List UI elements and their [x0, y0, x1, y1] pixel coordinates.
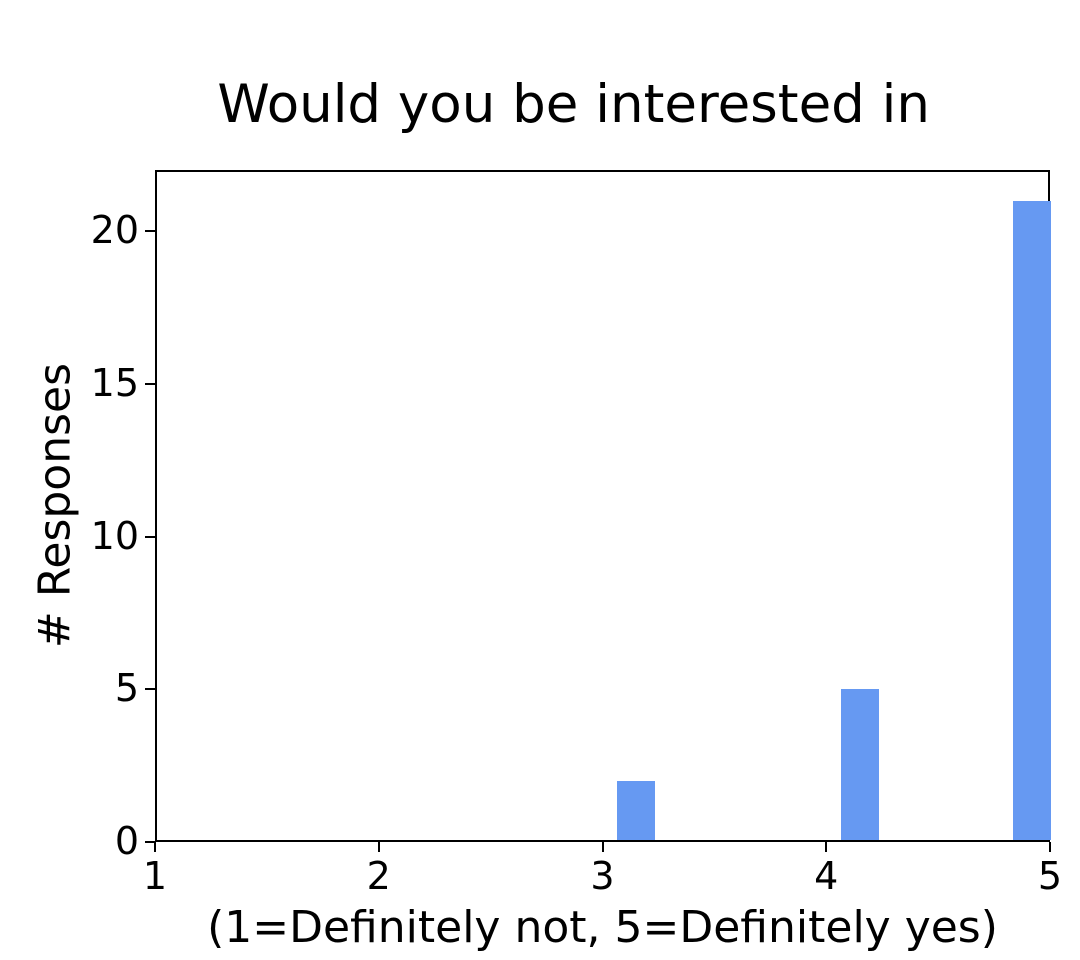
bar-5 [1013, 201, 1051, 840]
chart-container: Would you be interested in playing with … [0, 0, 1080, 960]
xtick-label: 1 [125, 854, 185, 898]
xtick-label: 5 [1020, 854, 1080, 898]
xtick-mark [602, 842, 604, 852]
plot-area [155, 170, 1050, 842]
ytick-label: 15 [91, 361, 139, 405]
xtick-label: 3 [573, 854, 633, 898]
ytick-label: 5 [115, 666, 139, 710]
ytick-mark [145, 536, 155, 538]
ytick-mark [145, 230, 155, 232]
ytick-label: 10 [91, 514, 139, 558]
bar-4 [841, 689, 879, 840]
ytick-mark [145, 688, 155, 690]
xtick-mark [1049, 842, 1051, 852]
chart-title-line1: Would you be interested in [217, 74, 930, 135]
xtick-label: 4 [796, 854, 856, 898]
ytick-label: 20 [91, 208, 139, 252]
xtick-mark [825, 842, 827, 852]
xtick-label: 2 [349, 854, 409, 898]
y-axis-label: # Responses [30, 305, 81, 705]
xtick-mark [378, 842, 380, 852]
bar-3 [617, 781, 655, 840]
xtick-mark [154, 842, 156, 852]
ytick-mark [145, 383, 155, 385]
x-axis-label: (1=Definitely not, 5=Definitely yes) [155, 902, 1050, 953]
